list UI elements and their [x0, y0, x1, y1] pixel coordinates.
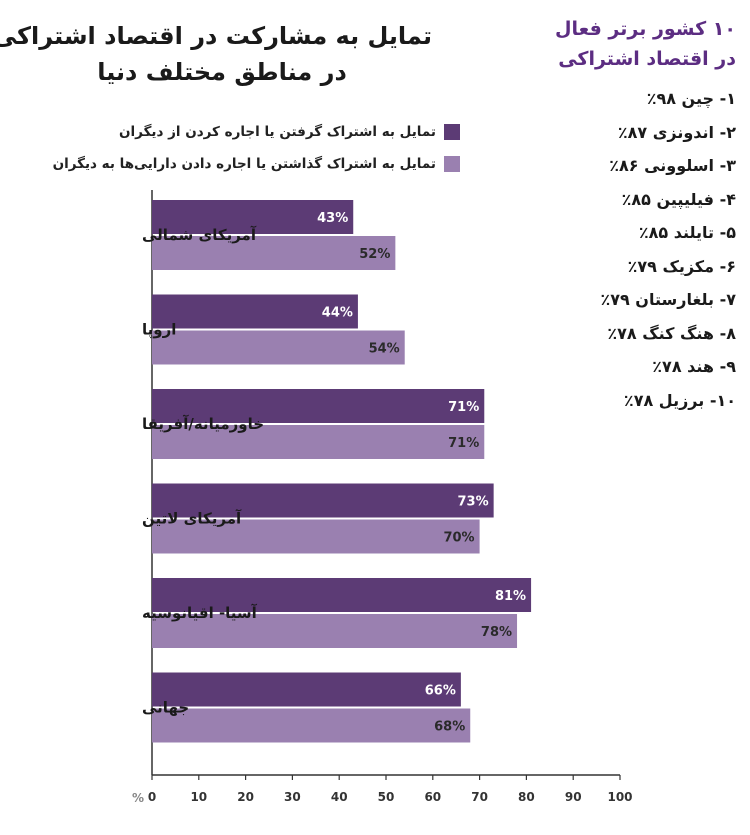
category-label: آسیا- اقیانوسیه [142, 604, 258, 622]
list-item: ۶- مکزیک ۷۹٪ [627, 256, 736, 276]
panel-title-line-1: ۱۰ کشور برتر فعال [555, 18, 736, 40]
bar [152, 708, 471, 743]
bar [152, 672, 461, 707]
x-tick-label: 20 [237, 790, 254, 804]
bar-value-label: 81% [495, 589, 526, 604]
bar-value-label: 52% [359, 247, 390, 262]
chart-title-line-2: در مناطق مختلف دنیا [97, 58, 347, 86]
category-label: خاورمیانه/آفریقا [142, 415, 264, 433]
bar-value-label: 43% [317, 211, 348, 226]
bar [152, 578, 532, 612]
x-tick-label: 0 [148, 790, 156, 804]
list-item: ۲- اندونزی ۸۷٪ [617, 122, 736, 142]
list-item: ۹- هند ۷۸٪ [652, 357, 736, 376]
bar [152, 200, 354, 234]
bar [152, 483, 494, 518]
list-item: ۱- چین ۹۸٪ [646, 89, 736, 108]
chart-title: تمایل به مشارکت در اقتصاد اشتراکی در منا… [0, 18, 432, 90]
category-label: آمریکای لاتین [142, 510, 242, 528]
bar [152, 389, 485, 423]
legend-label-series-1: تمایل به اشتراک گرفتن یا اجاره کردن از د… [119, 124, 436, 140]
bar [152, 425, 485, 459]
category-label: اروپا [142, 321, 176, 340]
bar [152, 236, 396, 270]
chart-title-line-1: تمایل به مشارکت در اقتصاد اشتراکی [0, 22, 432, 50]
bar [152, 614, 518, 648]
bar-value-label: 78% [481, 625, 512, 640]
list-item: ۴- فیلیپین ۸۵٪ [621, 189, 736, 209]
bar-value-label: 66% [425, 684, 456, 699]
list-item: ۷- بلغارستان ۷۹٪ [600, 290, 736, 309]
x-tick-label: 10 [190, 790, 207, 804]
legend-swatch-series-1 [444, 124, 460, 140]
x-tick-label: 70 [471, 790, 488, 804]
category-label: آمریکای شمالی [142, 226, 257, 244]
x-tick-label: 30 [284, 790, 301, 804]
x-tick-label: 100 [607, 790, 632, 804]
bar-value-label: 54% [369, 342, 400, 357]
x-tick-label: 60 [424, 790, 441, 804]
panel-title: ۱۰ کشور برتر فعال در اقتصاد اشتراکی [546, 14, 736, 74]
legend-item-series-2: تمایل به اشتراک گذاشتن یا اجاره دادن دار… [53, 148, 460, 180]
panel-title-line-2: در اقتصاد اشتراکی [558, 48, 736, 70]
bar [152, 519, 480, 554]
bar-value-label: 44% [322, 306, 353, 321]
x-tick-label: 80 [518, 790, 535, 804]
bar-value-label: 68% [434, 720, 465, 735]
bar-value-label: 70% [443, 531, 474, 546]
x-tick-label: 50 [378, 790, 395, 804]
bar-value-label: 71% [448, 400, 479, 415]
list-item: ۳- اسلوونی ۸۶٪ [609, 156, 736, 175]
list-item: ۸- هنگ کنگ ۷۸٪ [607, 323, 736, 343]
category-label: جهانی [142, 699, 189, 717]
x-axis-unit: % [132, 791, 144, 805]
legend-swatch-series-2 [444, 156, 460, 172]
bar [152, 330, 405, 365]
list-item: ۵- تایلند ۸۵٪ [638, 223, 736, 242]
x-tick-label: 90 [565, 790, 582, 804]
legend-item-series-1: تمایل به اشتراک گرفتن یا اجاره کردن از د… [53, 116, 460, 148]
list-item: ۱۰- برزیل ۷۸٪ [623, 390, 736, 410]
bar-value-label: 71% [448, 436, 479, 451]
x-tick-label: 40 [331, 790, 348, 804]
top-countries-list: ۱- چین ۹۸٪ ۲- اندونزی ۸۷٪ ۳- اسلوونی ۸۶٪… [546, 82, 736, 417]
legend-label-series-2: تمایل به اشتراک گذاشتن یا اجاره دادن دار… [52, 156, 436, 172]
bar [152, 294, 358, 329]
legend: تمایل به اشتراک گرفتن یا اجاره کردن از د… [53, 116, 460, 180]
top-countries-panel: ۱۰ کشور برتر فعال در اقتصاد اشتراکی ۱- چ… [546, 14, 736, 417]
bar-value-label: 73% [458, 495, 489, 510]
